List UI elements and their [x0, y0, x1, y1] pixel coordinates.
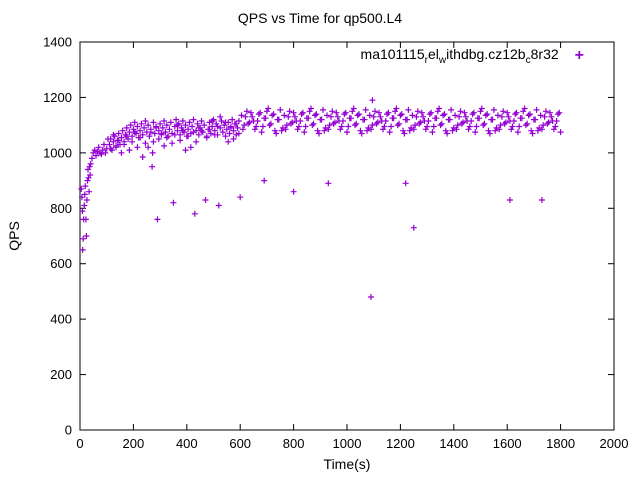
y-tick-label: 1400 — [43, 35, 72, 50]
x-tick-label: 1200 — [386, 436, 415, 451]
scatter-points — [78, 97, 564, 300]
x-tick-label: 1400 — [439, 436, 468, 451]
x-tick-label: 400 — [176, 436, 198, 451]
legend-label-text: ma101115 — [360, 46, 425, 62]
x-tick-label: 200 — [123, 436, 145, 451]
y-tick-label: 1200 — [43, 90, 72, 105]
x-tick-label: 1000 — [333, 436, 362, 451]
y-tick-label: 600 — [50, 256, 72, 271]
y-tick-label: 200 — [50, 367, 72, 382]
plot-border — [79, 41, 615, 431]
y-tick-label: 800 — [50, 201, 72, 216]
y-axis-label: QPS — [6, 221, 22, 251]
legend-label-text: ithdbg.cz12b — [446, 46, 526, 62]
legend-label-subscript: w — [438, 54, 447, 66]
legend-label-text: el — [427, 46, 439, 62]
x-tick-label: 1600 — [493, 436, 522, 451]
x-tick-label: 800 — [283, 436, 305, 451]
chart-title: QPS vs Time for qp500.L4 — [237, 10, 403, 26]
legend-label-subscript: c — [525, 54, 531, 66]
x-tick-label: 1800 — [546, 436, 575, 451]
legend-plus-marker: + — [574, 46, 584, 64]
axis-tick-labels: 0 200 400 600 800 1000 1200 1400 1600 1800 2000 0 20… — [43, 35, 628, 452]
x-axis-label: Time(s) — [323, 456, 371, 472]
legend-label-subscript: r — [424, 54, 428, 66]
x-tick-label: 600 — [229, 436, 251, 451]
y-tick-label: 1000 — [43, 145, 72, 160]
y-tick-label: 400 — [50, 312, 72, 327]
legend: ma101115relwithdbg.cz12bc8r32 + — [361, 46, 584, 66]
x-tick-label: 0 — [76, 436, 83, 451]
axis-ticks — [79, 41, 615, 431]
y-tick-label: 0 — [65, 423, 72, 438]
x-tick-label: 2000 — [600, 436, 629, 451]
legend-series-label: ma101115relwithdbg.cz12bc8r32 — [361, 46, 559, 66]
legend-label-text: 8r32 — [530, 46, 559, 62]
